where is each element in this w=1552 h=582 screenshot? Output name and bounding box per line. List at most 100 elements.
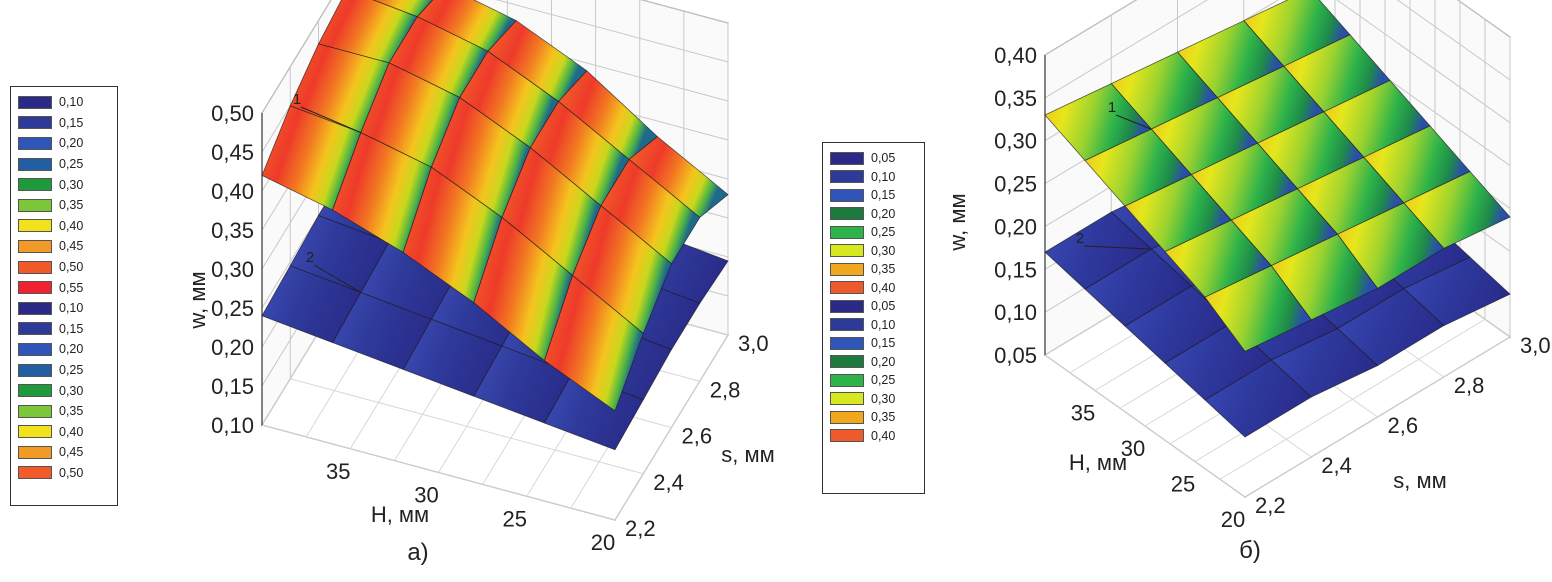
legend-b-entry: 0,35 (823, 408, 924, 427)
s-tick-label: 2,6 (1388, 413, 1419, 438)
legend-swatch (830, 299, 864, 313)
curve-leader-1 (1115, 114, 1152, 130)
s-tick-label: 2,4 (1321, 453, 1352, 478)
legend-a-entry: 0,30 (11, 380, 117, 401)
legend-b-entry: 0,20 (823, 205, 924, 224)
legend-swatch (18, 260, 52, 274)
legend-label: 0,25 (871, 225, 896, 240)
legend-label: 0,50 (59, 260, 84, 275)
legend-a-entry: 0,10 (11, 298, 117, 319)
z-tick-label: 0,40 (994, 43, 1037, 68)
h-tick-label: 35 (1071, 401, 1095, 426)
legend-b-entry: 0,05 (823, 297, 924, 316)
panel-label: б) (1239, 537, 1261, 564)
legend-b-entry: 0,10 (823, 316, 924, 335)
h-axis-label: H, мм (371, 502, 429, 527)
h-tick-label: 20 (1221, 507, 1245, 532)
legend-swatch (18, 322, 52, 336)
legend-swatch (18, 116, 52, 130)
legend-swatch (18, 136, 52, 150)
legend-a-entry: 0,40 (11, 216, 117, 237)
legend-label: 0,25 (59, 363, 84, 378)
legend-swatch (18, 301, 52, 315)
legend-a-entry: 0,45 (11, 442, 117, 463)
z-tick-label: 0,35 (211, 218, 254, 243)
legend-swatch (830, 151, 864, 165)
legend-a-entry: 0,45 (11, 236, 117, 257)
curve-label-2: 2 (1076, 230, 1084, 247)
surface-1 (1044, 0, 1511, 352)
legend-b-entry: 0,40 (823, 427, 924, 446)
legend-label: 0,40 (59, 218, 84, 233)
legend-swatch (830, 410, 864, 424)
legend-label: 0,05 (871, 151, 896, 166)
z-tick-label: 0,45 (211, 140, 254, 165)
legend-label: 0,35 (871, 410, 896, 425)
legend-label: 0,35 (59, 404, 84, 419)
curve-leader-2 (313, 264, 362, 293)
grid-line-z (1044, 0, 1511, 56)
z-tick-label: 0,15 (994, 257, 1037, 282)
h-tick-label: 30 (414, 483, 438, 508)
legend-label: 0,20 (59, 342, 84, 357)
legend-label: 0,20 (871, 206, 896, 221)
legend-label: 0,25 (59, 157, 84, 172)
legend-a-entry: 0,15 (11, 319, 117, 340)
h-tick-label: 30 (1121, 436, 1145, 461)
curve-label-1: 1 (293, 91, 301, 108)
legend-b-entry: 0,40 (823, 279, 924, 298)
legend-label: 0,10 (871, 169, 896, 184)
z-tick-label: 0,35 (994, 86, 1037, 111)
legend-label: 0,45 (59, 445, 84, 460)
s-tick-label: 3,0 (1520, 333, 1551, 358)
z-tick-label: 0,25 (994, 172, 1037, 197)
legend-label: 0,20 (59, 136, 84, 151)
surface-1 (261, 0, 729, 412)
legend-b-entry: 0,05 (823, 149, 924, 168)
legend-label: 0,20 (871, 354, 896, 369)
legend-swatch (830, 429, 864, 443)
legend-a-entry: 0,55 (11, 277, 117, 298)
legend-label: 0,40 (871, 428, 896, 443)
s-tick-label: 2,4 (653, 470, 684, 495)
curve-label-1: 1 (1108, 99, 1116, 116)
floor-grid-s (290, 378, 644, 475)
legend-swatch (18, 198, 52, 212)
panel-label: а) (407, 539, 428, 566)
legend-a-entry: 0,10 (11, 92, 117, 113)
legend-label: 0,10 (59, 301, 84, 316)
z-tick-label: 0,20 (994, 214, 1037, 239)
h-tick-label: 25 (503, 506, 527, 531)
legend-swatch (830, 188, 864, 202)
legend-swatch (18, 342, 52, 356)
legend-swatch (830, 244, 864, 258)
z-axis-label: w, мм (185, 271, 210, 329)
legend-a-entry: 0,30 (11, 174, 117, 195)
legend-swatch (18, 178, 52, 192)
legend-label: 0,05 (871, 299, 896, 314)
legend-b-entry: 0,35 (823, 260, 924, 279)
z-tick-label: 0,10 (211, 413, 254, 438)
legend-swatch (18, 95, 52, 109)
legend-swatch (18, 384, 52, 398)
grid-line-z (261, 0, 729, 114)
legend-swatch (18, 281, 52, 295)
z-tick-label: 0,30 (994, 129, 1037, 154)
legend-swatch (830, 207, 864, 221)
legend-swatch (18, 363, 52, 377)
legend-b-entry: 0,15 (823, 186, 924, 205)
legend-swatch (18, 219, 52, 233)
z-axis-label: w, мм (945, 193, 970, 251)
legend-swatch (830, 318, 864, 332)
z-tick-label: 0,15 (211, 374, 254, 399)
h-axis-label: H, мм (1069, 450, 1127, 475)
z-tick-label: 0,25 (211, 296, 254, 321)
legend-label: 0,40 (59, 424, 84, 439)
legend-swatch (830, 373, 864, 387)
legend-swatch (830, 392, 864, 406)
legend-label: 0,25 (871, 373, 896, 388)
legend-label: 0,35 (871, 262, 896, 277)
h-tick-label: 20 (591, 530, 615, 555)
h-tick-label: 25 (1171, 472, 1195, 497)
